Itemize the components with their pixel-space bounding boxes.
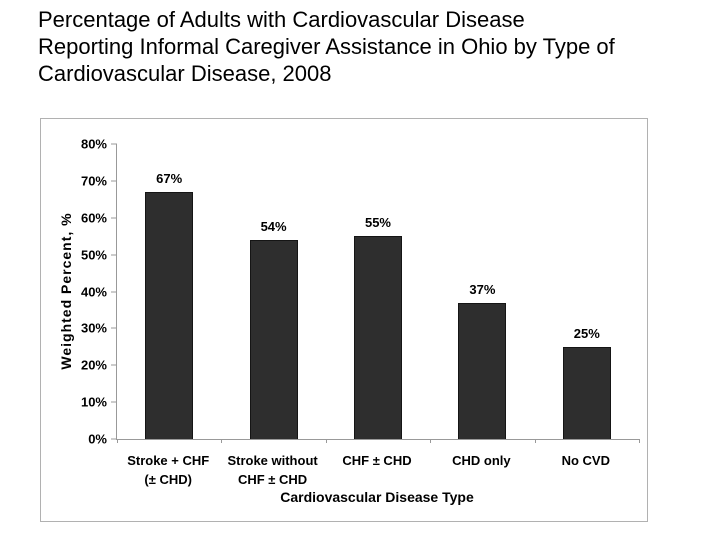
x-tick-mark xyxy=(221,439,223,443)
x-category-label-line: Stroke without xyxy=(227,453,318,468)
x-category-label: Stroke + CHF (± CHD) xyxy=(116,451,220,489)
x-category-label-line: No CVD xyxy=(561,453,610,468)
x-category-label-line: CHF ± CHD xyxy=(237,472,308,487)
plot-area: 0% 10% 20% 30% 40% 50% 60% 70% 80% 67% 54% 55% 37% 25… xyxy=(81,137,640,447)
bar-value-label: 37% xyxy=(469,281,496,297)
y-tick-label: 70% xyxy=(80,173,107,189)
x-tick-mark xyxy=(534,439,536,443)
x-category-label-line: CHD only xyxy=(452,453,511,468)
x-axis-category-labels: Stroke + CHF (± CHD) Stroke without CHF ± C… xyxy=(116,451,638,493)
y-axis-title: Weighted Percent, % xyxy=(58,212,74,370)
x-category-label-line: CHF ± CHD xyxy=(342,453,412,468)
bar xyxy=(562,346,611,439)
x-category-label-line: (± CHD) xyxy=(144,472,192,487)
x-category-label: CHF ± CHD xyxy=(325,451,429,470)
bar-value-label: 54% xyxy=(260,218,287,234)
y-tick-mark xyxy=(111,180,117,182)
y-tick-label: 60% xyxy=(80,210,107,226)
x-category-label: No CVD xyxy=(534,451,638,470)
bar-value-label: 25% xyxy=(573,325,600,341)
bar-slot: 55% xyxy=(326,144,430,439)
bar xyxy=(145,191,194,439)
y-tick-label: 20% xyxy=(80,357,107,373)
y-tick-mark xyxy=(111,143,117,145)
y-tick-label: 0% xyxy=(88,431,107,447)
bar-value-label: 55% xyxy=(364,215,391,231)
bar xyxy=(249,239,298,439)
bar-slot: 54% xyxy=(221,144,325,439)
page-title-line-1: Percentage of Adults with Cardiovascular… xyxy=(38,7,525,32)
page-title: Percentage of Adults with Cardiovascular… xyxy=(38,6,708,87)
bar-value-label: 67% xyxy=(156,170,183,186)
y-tick-mark xyxy=(111,401,117,403)
x-category-label: Stroke without CHF ± CHD xyxy=(220,451,324,489)
x-tick-mark xyxy=(117,439,118,443)
y-tick-mark xyxy=(111,217,117,219)
y-tick-mark xyxy=(111,327,117,329)
x-category-label-line: Stroke + CHF xyxy=(127,453,210,468)
bar-slot: 67% xyxy=(117,144,221,439)
y-tick-label: 40% xyxy=(80,284,107,299)
bar-slot: 37% xyxy=(430,144,534,439)
bar-slot: 25% xyxy=(535,144,639,439)
x-axis-title: Cardiovascular Disease Type xyxy=(280,489,474,505)
chart-frame: Weighted Percent, % 0% 10% 20% 30% 40% 50% 60%… xyxy=(40,118,648,522)
page-title-line-3: Cardiovascular Disease, 2008 xyxy=(38,61,332,86)
y-tick-label: 10% xyxy=(80,394,107,410)
y-tick-label: 30% xyxy=(80,320,107,336)
x-category-label: CHD only xyxy=(429,451,533,470)
y-tick-mark xyxy=(111,364,117,366)
y-tick-label: 50% xyxy=(80,247,107,263)
page-title-line-2: Reporting Informal Caregiver Assistance … xyxy=(38,34,615,59)
y-tick-mark xyxy=(111,291,117,292)
y-tick-label: 80% xyxy=(80,136,107,152)
bar xyxy=(353,236,402,439)
x-tick-mark xyxy=(325,439,327,443)
bar xyxy=(458,302,507,439)
y-tick-mark xyxy=(111,438,117,440)
x-tick-mark xyxy=(639,439,640,443)
y-tick-mark xyxy=(111,254,117,256)
x-tick-mark xyxy=(430,439,432,443)
